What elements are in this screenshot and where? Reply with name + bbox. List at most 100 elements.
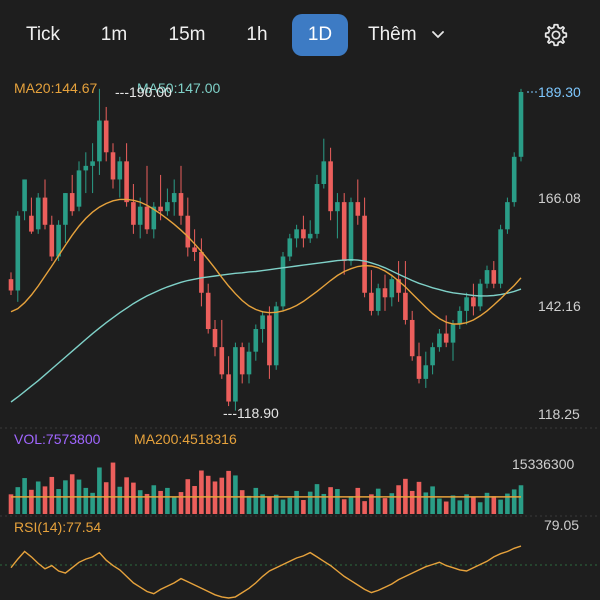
candle [362,197,367,298]
gear-icon[interactable] [543,22,569,48]
candle [144,165,150,234]
candle-body [90,161,95,166]
candle-body [239,347,245,375]
timeframe-tab-15m[interactable]: 15m [168,24,206,45]
volume-bar [471,497,476,514]
candle [103,106,109,162]
candle [430,342,435,375]
candle-body [511,156,517,203]
candle [382,274,388,311]
candle-body [294,229,299,239]
timeframe-tab-1m[interactable]: 1m [100,24,128,45]
candle-body [396,279,401,293]
volume-bar [219,477,225,514]
candle-body [450,324,456,343]
candle-body [301,229,306,239]
candle [301,215,306,248]
candle [29,197,34,234]
candle [212,319,218,357]
volume-bar [226,470,231,514]
candle-body [76,170,82,207]
volume-bar [301,500,306,514]
volume-bar [199,470,204,514]
volume-bar [131,482,136,514]
candle [335,193,340,239]
volume-bar [253,487,259,514]
candle-body [341,202,347,262]
candle [287,233,293,262]
volume-bar [35,481,41,514]
candle [409,310,415,361]
candle-body [457,310,463,325]
rsi-axis-max-label: 79.05 [544,517,579,533]
volume-bar [484,492,490,514]
candlestick-series [8,88,524,411]
candle-body [205,292,211,330]
volume-bar [192,486,197,514]
candle [477,279,483,311]
candle-body [137,206,143,225]
volume-bar [69,474,75,514]
volume-bar [260,494,265,514]
candle [63,193,68,243]
volume-bar [409,490,415,514]
timeframe-tab-tick[interactable]: Tick [25,24,61,45]
volume-bar [477,502,483,514]
candle-body [328,161,333,212]
timeframe-tab-1h[interactable]: 1h [246,24,268,45]
candle-body [69,193,75,212]
candle-body [185,215,191,248]
candle-body [219,347,225,375]
volume-bar [158,490,163,514]
price-tick-label: 166.08 [538,190,581,206]
volume-bar [205,475,211,514]
candle [83,152,89,194]
candle [518,88,524,162]
candle-body [321,161,327,184]
candle [239,342,245,384]
high-price-marker: ---190.00 [115,84,172,100]
candle-body [314,184,320,234]
volume-bar [124,477,129,514]
volume-bar [56,489,61,514]
candle-body [484,270,490,284]
volume-bar [464,494,469,514]
volume-bar [437,498,442,514]
candle-body [273,306,279,366]
candle-body [246,351,252,375]
ma50-line [10,258,522,403]
volume-bar [355,487,361,514]
volume-bar [450,495,456,514]
volume-bar [144,493,150,514]
candle-body [287,238,293,257]
ma20-label: MA20:144.67 [14,80,97,96]
timeframe-tab-1d[interactable]: 1D [292,14,348,56]
candle [505,197,510,234]
low-price-marker: ---118.90 [223,405,279,421]
candle [137,197,143,239]
candle-body [280,256,286,307]
candle-body [423,365,429,379]
volume-bar [233,475,238,514]
candle [56,220,61,262]
candle-body [518,92,524,157]
volume-bar [498,499,503,514]
candle-body [49,224,55,257]
timeframe-toolbar: Tick 1m 15m 1h 1D Thêm [0,0,600,70]
candle-body [97,120,102,162]
volume-bars [8,462,524,514]
volume-bar [423,492,429,514]
candle [199,238,204,307]
candle [267,306,272,379]
candle-body [83,165,89,171]
volume-bar [110,462,116,514]
candle-body [103,120,109,153]
volume-label: VOL:7573800 [14,431,101,447]
volume-bar [314,484,320,514]
volume-bar [416,481,422,514]
volume-bar [443,501,449,514]
more-timeframes-dropdown[interactable]: Thêm [368,14,444,56]
candle [22,179,27,221]
candle [260,310,265,343]
